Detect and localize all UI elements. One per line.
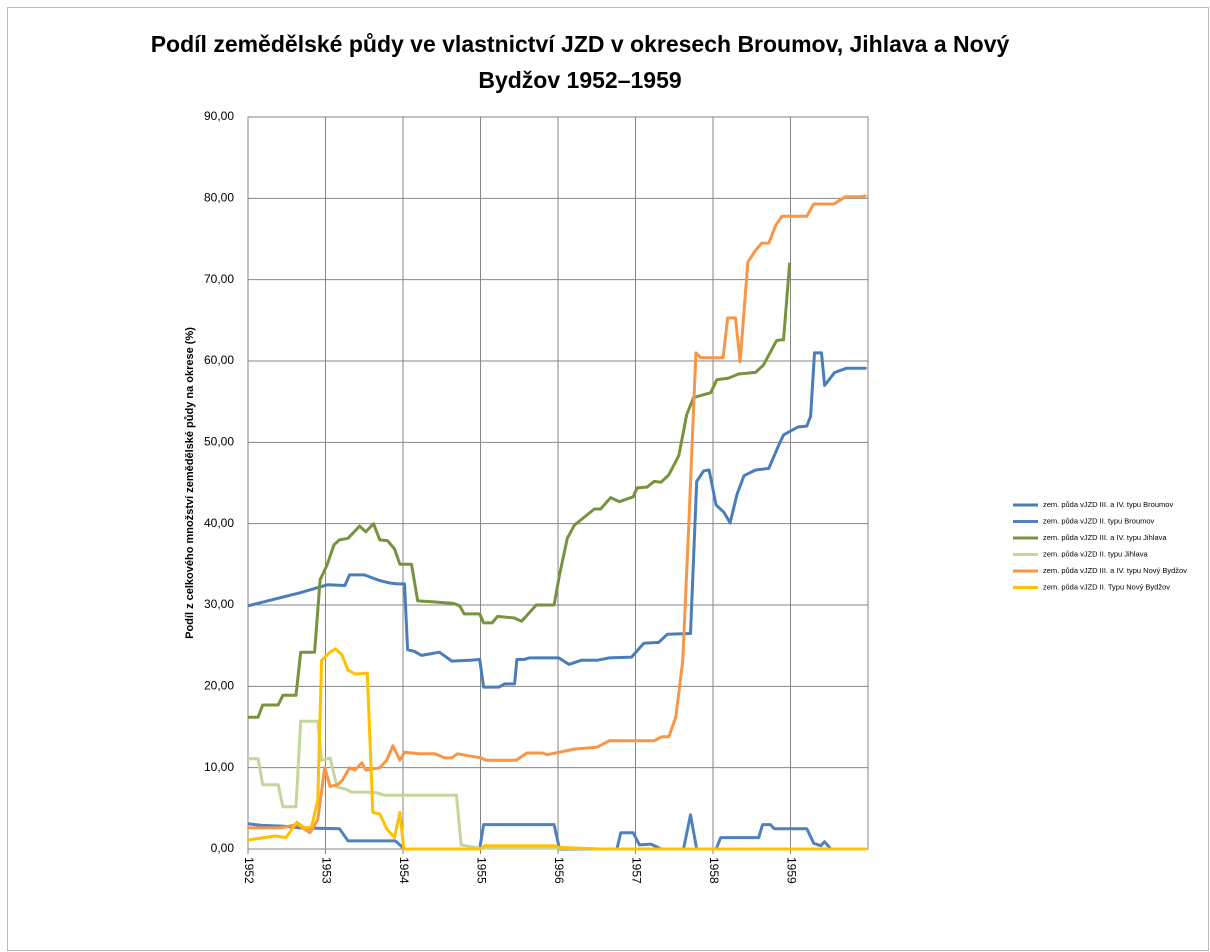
legend-label: zem. půda vJZD II. typu Jihlava — [1043, 549, 1148, 558]
y-tick-label: 70,00 — [204, 272, 234, 286]
chart-title: Podíl zemědělské půdy ve vlastnictví JZD… — [151, 31, 1010, 57]
chart-title: Bydžov 1952–1959 — [478, 67, 681, 93]
y-tick-label: 20,00 — [204, 679, 234, 693]
legend-label: zem. půda vJZD III. a IV. typu Nový Bydž… — [1043, 566, 1187, 575]
series-line — [248, 719, 867, 851]
series-line — [248, 194, 867, 835]
x-tick-label: 1952 — [242, 857, 256, 884]
y-tick-label: 60,00 — [204, 353, 234, 367]
y-tick-label: 10,00 — [204, 760, 234, 774]
x-tick-label: 1953 — [319, 857, 333, 884]
x-tick-label: 1954 — [397, 857, 411, 884]
x-tick-label: 1956 — [552, 857, 566, 884]
legend-label: zem. půda vJZD III. a IV. typu Jihlava — [1043, 533, 1167, 542]
y-axis-label: Podíl z celkového množství zemědělské pů… — [184, 327, 196, 639]
x-tick-label: 1957 — [629, 857, 643, 884]
x-tick-label: 1958 — [707, 857, 721, 884]
x-tick-label: 1955 — [474, 857, 488, 884]
series-line — [247, 647, 867, 851]
x-tick-label: 1959 — [784, 857, 798, 884]
y-tick-label: 80,00 — [204, 191, 234, 205]
legend-label: zem. půda vJZD III. a IV. typu Broumov — [1043, 500, 1173, 509]
y-tick-label: 90,00 — [204, 109, 234, 123]
legend-label: zem. půda vJZD II. typu Broumov — [1043, 516, 1155, 525]
y-tick-label: 40,00 — [204, 516, 234, 530]
y-tick-label: 0,00 — [211, 841, 235, 855]
series-line — [247, 351, 867, 689]
y-tick-label: 50,00 — [204, 435, 234, 449]
y-tick-label: 30,00 — [204, 597, 234, 611]
chart-frame — [7, 7, 1209, 951]
legend-label: zem. půda vJZD II. Typu Nový Bydžov — [1043, 582, 1170, 591]
series-line — [247, 813, 867, 851]
